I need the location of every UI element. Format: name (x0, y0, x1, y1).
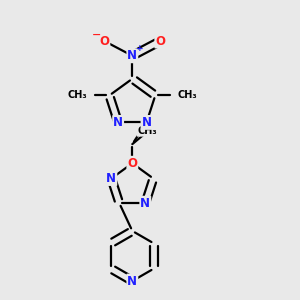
Text: N: N (106, 172, 116, 185)
Text: CH₃: CH₃ (137, 126, 157, 136)
Text: −: − (92, 30, 102, 40)
Text: CH₃: CH₃ (178, 90, 197, 100)
Text: O: O (155, 34, 165, 48)
Text: N: N (127, 49, 137, 62)
Text: N: N (140, 197, 150, 210)
Text: O: O (127, 157, 137, 170)
Text: N: N (127, 274, 137, 287)
Text: CH₃: CH₃ (67, 90, 87, 100)
Text: +: + (136, 44, 143, 53)
Text: N: N (142, 116, 152, 129)
Text: O: O (99, 34, 110, 48)
Text: N: N (113, 116, 123, 129)
